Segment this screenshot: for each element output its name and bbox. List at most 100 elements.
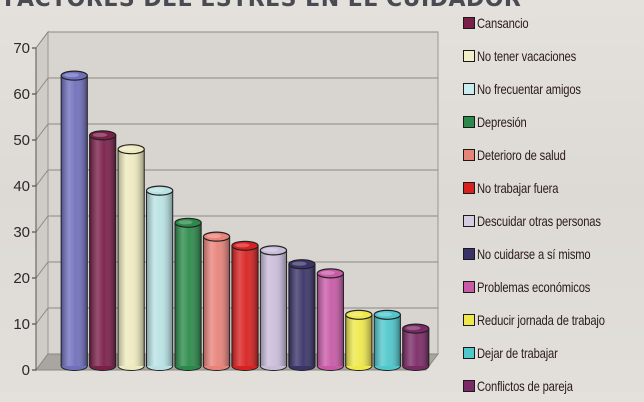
legend-swatch bbox=[463, 280, 475, 293]
y-tick-label: 50 bbox=[13, 132, 30, 149]
bar-shading bbox=[345, 314, 372, 366]
y-tick-label: 40 bbox=[13, 178, 30, 195]
bar bbox=[373, 309, 401, 371]
bar-top-highlight bbox=[149, 188, 165, 193]
plot-side-wall bbox=[35, 30, 49, 372]
gridline-side bbox=[35, 215, 49, 233]
bar bbox=[288, 259, 316, 371]
bar bbox=[60, 70, 88, 371]
gridline-side bbox=[35, 169, 49, 187]
legend-swatch bbox=[463, 49, 475, 62]
y-tick-label: 30 bbox=[13, 224, 30, 241]
bar bbox=[174, 217, 202, 371]
gridline-side bbox=[35, 77, 49, 95]
bar-top bbox=[117, 144, 145, 155]
bar-top-highlight bbox=[349, 312, 364, 317]
bar-top-highlight bbox=[92, 132, 108, 137]
bar-shading bbox=[231, 245, 259, 366]
y-tick-label: 10 bbox=[13, 316, 30, 333]
y-tick-label: 60 bbox=[13, 86, 30, 103]
legend-item: No frecuentar amigos bbox=[463, 72, 644, 105]
legend-swatch bbox=[463, 247, 475, 260]
legend-item: Deterioro de salud bbox=[463, 138, 644, 171]
legend: Cansancio No tener vacaciones No frecuenta… bbox=[463, 6, 644, 402]
bar-top bbox=[88, 130, 117, 141]
legend-item: Depresión bbox=[463, 105, 644, 138]
bar-shading bbox=[288, 264, 316, 366]
bar-top-highlight bbox=[206, 234, 222, 239]
bar bbox=[316, 268, 345, 371]
bar-shading bbox=[89, 135, 116, 366]
bar bbox=[117, 144, 145, 371]
bar bbox=[145, 185, 174, 371]
legend-swatch bbox=[463, 16, 475, 29]
gridline-side bbox=[35, 307, 49, 325]
bar bbox=[202, 231, 231, 371]
y-tick-label: 70 bbox=[13, 40, 30, 57]
bar bbox=[345, 309, 373, 371]
bar-shading bbox=[146, 190, 173, 366]
bar-top-highlight bbox=[121, 146, 136, 151]
legend-label: Descuidar otras personas bbox=[477, 212, 601, 229]
legend-label: Deterioro de salud bbox=[477, 146, 566, 163]
legend-label: Dejar de trabajar bbox=[477, 344, 558, 361]
bar-shading bbox=[260, 250, 287, 366]
legend-label: No cuidarse a sí mismo bbox=[477, 245, 591, 262]
bar-shading bbox=[174, 222, 202, 366]
legend-label: No trabajar fuera bbox=[477, 179, 559, 196]
y-axis: 0 10 20 30 40 50 60 70 bbox=[13, 40, 37, 379]
legend-item: No cuidarse a sí mismo bbox=[463, 237, 644, 270]
bar-top bbox=[316, 268, 345, 279]
bar-top-highlight bbox=[292, 261, 307, 266]
bar-top-highlight bbox=[235, 243, 250, 248]
bar-chart: 0 10 20 30 40 50 60 70 bbox=[13, 30, 439, 379]
legend-swatch bbox=[463, 82, 475, 95]
legend-swatch bbox=[463, 379, 475, 392]
gridline-side bbox=[35, 261, 49, 279]
legend-item: Problemas económicos bbox=[463, 270, 644, 303]
y-tick-label: 20 bbox=[13, 270, 30, 287]
bar-shading bbox=[203, 236, 230, 366]
legend-swatch bbox=[463, 214, 475, 227]
legend-swatch bbox=[463, 115, 475, 128]
bar-shading bbox=[61, 75, 88, 366]
bar-top-highlight bbox=[377, 312, 392, 317]
bar-top bbox=[202, 231, 231, 242]
bar-top-highlight bbox=[178, 220, 193, 225]
bar-shading bbox=[402, 328, 429, 366]
bar-top bbox=[259, 245, 288, 256]
legend-label: Depresión bbox=[477, 113, 527, 130]
legend-swatch bbox=[463, 346, 475, 359]
bars bbox=[60, 70, 430, 371]
bar bbox=[88, 130, 117, 371]
bar-top-highlight bbox=[64, 73, 79, 78]
legend-swatch bbox=[463, 148, 475, 161]
bar-top bbox=[402, 323, 430, 334]
legend-item: Conflictos de pareja bbox=[463, 369, 644, 402]
legend-swatch bbox=[463, 313, 475, 326]
legend-label: Reducir jornada de trabajo bbox=[477, 311, 605, 328]
legend-item: Cansancio bbox=[463, 6, 644, 39]
bar-shading bbox=[374, 314, 401, 366]
gridline-side bbox=[35, 31, 49, 49]
bar-top bbox=[288, 259, 316, 270]
chart-title: FACTORES DEL ESTRÉS EN EL CUIDADOR bbox=[4, 0, 521, 12]
gridline-side bbox=[35, 123, 49, 141]
bar bbox=[231, 240, 259, 371]
legend-label: Problemas económicos bbox=[477, 278, 591, 295]
bar-top-highlight bbox=[405, 326, 421, 331]
bar-top bbox=[231, 240, 259, 251]
bar-shading bbox=[118, 149, 145, 366]
legend-item: Descuidar otras personas bbox=[463, 204, 644, 237]
bar-top bbox=[60, 70, 88, 81]
legend-item: No tener vacaciones bbox=[463, 39, 644, 72]
bar bbox=[402, 323, 430, 371]
bar-top bbox=[345, 309, 373, 320]
legend-label: Cansancio bbox=[477, 14, 529, 31]
legend-swatch bbox=[463, 181, 475, 194]
bar-top bbox=[145, 185, 174, 196]
bar-shading bbox=[317, 273, 344, 366]
bar-top bbox=[174, 217, 202, 228]
bar-top bbox=[373, 309, 401, 320]
legend-item: No trabajar fuera bbox=[463, 171, 644, 204]
